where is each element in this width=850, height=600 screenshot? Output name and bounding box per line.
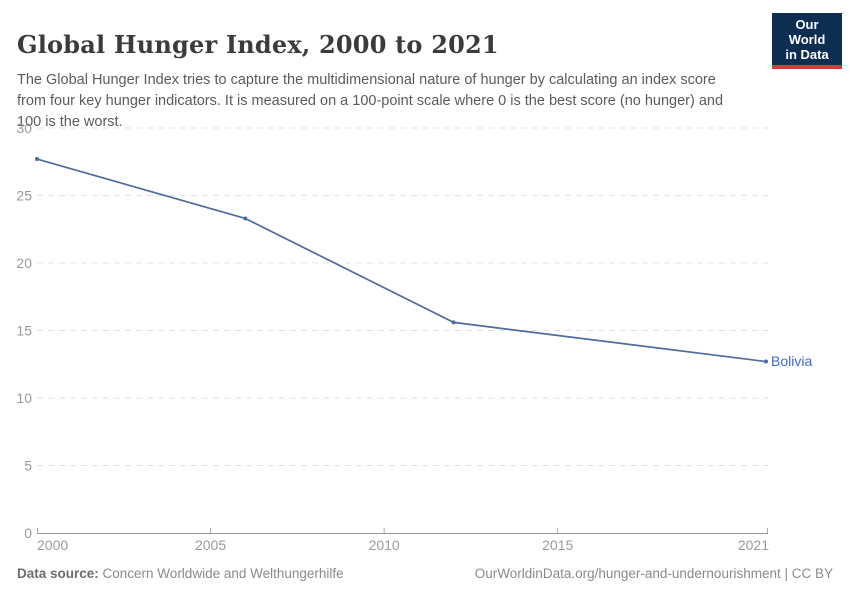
data-point-marker[interactable] [243, 216, 248, 221]
owid-logo[interactable]: Our World in Data [772, 13, 842, 69]
chart-footer: Data source: Concern Worldwide and Welth… [17, 566, 833, 581]
x-axis-label: 2010 [369, 537, 400, 553]
y-axis-label: 25 [16, 188, 32, 204]
data-point-marker[interactable] [451, 320, 456, 325]
license-text: | CC BY [780, 566, 833, 581]
owid-logo-line1: Our World [788, 17, 826, 47]
attribution: OurWorldinData.org/hunger-and-undernouri… [475, 566, 833, 581]
y-axis-label: 0 [24, 525, 32, 541]
y-axis-label: 10 [16, 390, 32, 406]
page-title: Global Hunger Index, 2000 to 2021 [17, 30, 499, 60]
data-source-value: Concern Worldwide and Welthungerhilfe [98, 566, 344, 581]
y-axis-label: 30 [16, 120, 32, 136]
y-axis-label: 15 [16, 323, 32, 339]
owid-logo-line2: in Data [785, 47, 829, 62]
x-axis-label: 2005 [195, 537, 226, 553]
chart-subtitle: The Global Hunger Index tries to capture… [17, 71, 724, 130]
data-source-label: Data source: [17, 566, 99, 581]
chart-svg: 0 5 10 15 20 25 30 2000 2005 2010 2015 2021 Bolivia [16, 120, 812, 553]
owid-url-link[interactable]: OurWorldinData.org/hunger-and-undernouri… [474, 566, 781, 581]
y-axis-label: 5 [24, 458, 32, 474]
data-point-marker[interactable] [764, 359, 768, 364]
x-axis-label: 2021 [738, 537, 769, 553]
data-source: Data source: Concern Worldwide and Welth… [17, 566, 344, 581]
entity-label-bolivia[interactable]: Bolivia [771, 353, 812, 369]
x-axis-label: 2015 [542, 537, 573, 553]
x-axis-label: 2000 [37, 537, 68, 553]
bolivia-trend-line[interactable] [36, 158, 767, 363]
data-point-marker[interactable] [35, 157, 39, 162]
y-axis-label: 20 [16, 255, 32, 271]
